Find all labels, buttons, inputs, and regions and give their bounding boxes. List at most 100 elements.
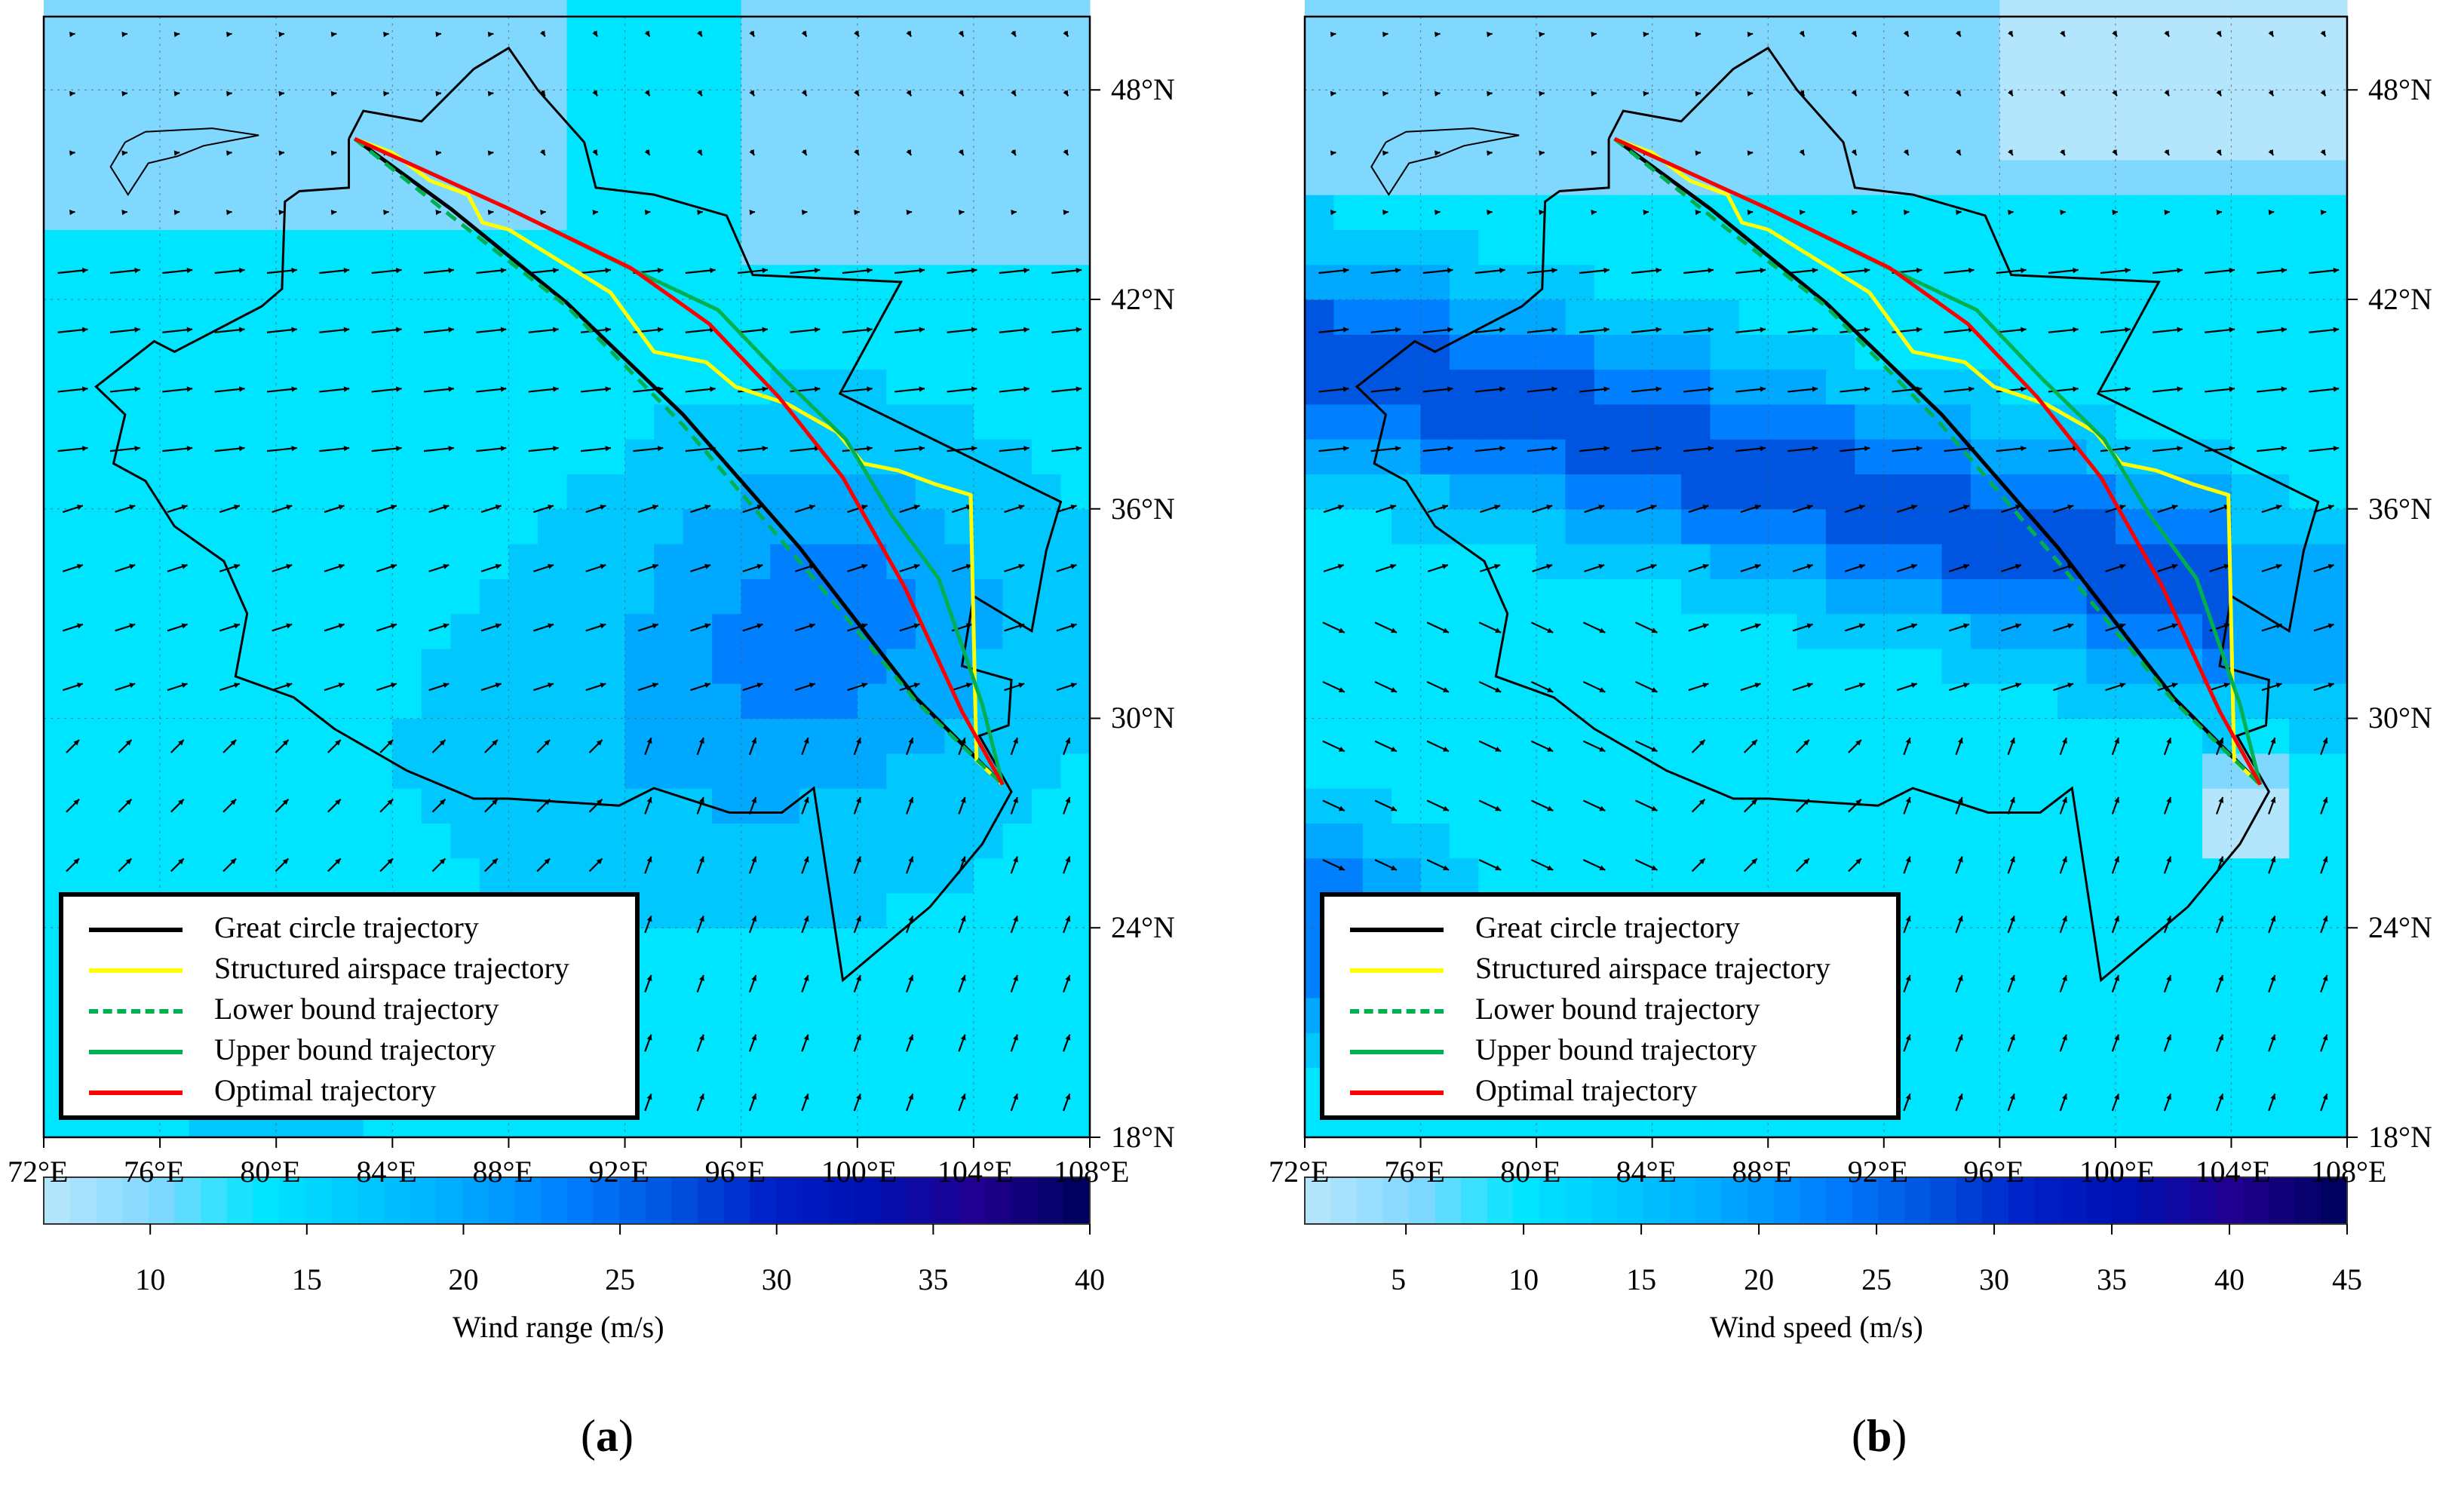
caption-a-letter: a: [595, 1411, 618, 1461]
wind-vectors: [57, 30, 1082, 1112]
x-tick-label: 92°E: [588, 1155, 649, 1189]
colorbar-tick-label: 25: [1861, 1262, 1892, 1296]
colorbar-tick-label: 40: [1075, 1262, 1105, 1296]
colorbar-tick-label: 25: [605, 1262, 636, 1296]
caption-a: (a): [581, 1411, 634, 1461]
x-tick-label: 76°E: [124, 1155, 185, 1189]
trajectories: [353, 137, 1005, 787]
colorbar-tick-label: 10: [1508, 1262, 1539, 1296]
legend-item: Lower bound trajectory: [1324, 989, 1896, 1029]
colorbar-tick-label: 40: [2214, 1262, 2245, 1296]
x-tick-label: 108°E: [2311, 1155, 2387, 1189]
colorbar-tick-label: 35: [2097, 1262, 2128, 1296]
colorbar-tick-label: 45: [2332, 1262, 2362, 1296]
x-tick-label: 104°E: [937, 1155, 1014, 1189]
legend-item: Optimal trajectory: [1324, 1070, 1896, 1111]
y-tick-label: 48°N: [2368, 72, 2432, 107]
legend-label: Optimal trajectory: [1475, 1073, 1698, 1107]
colorbar-tick-label: 20: [1744, 1262, 1775, 1296]
trajectory-lower-bound-trajectory: [1613, 137, 2262, 787]
x-tick-label: 96°E: [704, 1155, 766, 1189]
legend-swatch: [1350, 928, 1444, 932]
legend-swatch: [89, 968, 183, 973]
legend-label: Great circle trajectory: [214, 910, 479, 944]
x-tick-label: 84°E: [356, 1155, 417, 1189]
trajectory-lower-bound-trajectory: [353, 137, 1005, 787]
legend-label: Lower bound trajectory: [1475, 992, 1760, 1026]
trajectory-structured-airspace-trajectory: [1613, 137, 2262, 787]
legend-item: Great circle trajectory: [63, 907, 635, 948]
colorbar-tick-label: 35: [918, 1262, 949, 1296]
x-tick-label: 96°E: [1963, 1155, 2024, 1189]
colorbar-tick-label: 10: [135, 1262, 166, 1296]
trajectory-structured-airspace-trajectory: [354, 137, 1005, 787]
legend-label: Optimal trajectory: [214, 1073, 437, 1107]
colorbar-tick-label: 30: [761, 1262, 792, 1296]
y-tick-label: 42°N: [1111, 281, 1175, 316]
x-tick-label: 72°E: [1269, 1155, 1330, 1189]
region-boundary: [1355, 46, 2320, 983]
trajectories: [1613, 137, 2263, 787]
legend-label: Structured airspace trajectory: [1475, 951, 1830, 985]
x-tick-label: 76°E: [1384, 1155, 1445, 1189]
y-tick-label: 18°N: [2368, 1120, 2432, 1154]
colorbar: [43, 1176, 1091, 1235]
x-tick-label: 88°E: [1732, 1155, 1793, 1189]
caption-b: (b): [1852, 1411, 1907, 1461]
colorbar: [1304, 1176, 2348, 1235]
legend-item: Structured airspace trajectory: [63, 948, 635, 989]
caption-b-letter: b: [1866, 1411, 1892, 1461]
legend-swatch: [1350, 1050, 1444, 1054]
legend-swatch: [89, 928, 183, 932]
legend-swatch: [1350, 1091, 1444, 1095]
legend-swatch: [1350, 968, 1444, 973]
legend-label: Great circle trajectory: [1475, 910, 1740, 944]
legend-label: Lower bound trajectory: [214, 992, 499, 1026]
map-frame: [42, 15, 1091, 1139]
legend-swatch: [89, 1009, 183, 1014]
x-tick-label: 100°E: [2079, 1155, 2156, 1189]
x-tick-label: 88°E: [472, 1155, 533, 1189]
legend-a: Great circle trajectory Structured airspa…: [59, 892, 640, 1120]
colorbar-label-b: Wind speed (m/s): [1710, 1310, 1923, 1344]
x-tick-label: 80°E: [240, 1155, 301, 1189]
colorbar-tick-label: 15: [291, 1262, 322, 1296]
trajectory-great-circle-trajectory: [1613, 137, 2262, 787]
legend-item: Optimal trajectory: [63, 1070, 635, 1111]
colorbar-label-a: Wind range (m/s): [453, 1310, 664, 1344]
legend-item: Structured airspace trajectory: [1324, 948, 1896, 989]
y-tick-label: 24°N: [1111, 910, 1175, 945]
y-tick-label: 48°N: [1111, 72, 1175, 107]
legend-swatch: [1350, 1009, 1444, 1014]
colorbar-tick-label: 30: [1979, 1262, 2010, 1296]
map-b: [1303, 0, 2358, 1235]
y-tick-label: 42°N: [2368, 281, 2432, 316]
legend-swatch: [89, 1091, 183, 1095]
legend-b: Great circle trajectory Structured airspa…: [1320, 892, 1901, 1120]
legend-swatch: [89, 1050, 183, 1054]
trajectory-great-circle-trajectory: [353, 137, 1005, 787]
y-tick-label: 18°N: [1111, 1120, 1175, 1154]
legend-label: Upper bound trajectory: [1475, 1032, 1757, 1066]
x-tick-label: 108°E: [1054, 1155, 1130, 1189]
x-tick-label: 100°E: [821, 1155, 898, 1189]
legend-label: Upper bound trajectory: [214, 1032, 496, 1066]
x-tick-label: 92°E: [1847, 1155, 1909, 1189]
colorbar-tick-label: 20: [448, 1262, 479, 1296]
lake-outline: [109, 127, 259, 196]
colorbar-tick-label: 15: [1626, 1262, 1657, 1296]
panel-a: Great circle trajectory Structured airspa…: [8, 0, 1175, 1461]
y-tick-label: 30°N: [2368, 701, 2432, 735]
lake-outline: [1370, 127, 1520, 196]
region-boundary: [94, 46, 1063, 983]
trajectory-optimal-trajectory: [1613, 137, 2263, 786]
legend-item: Upper bound trajectory: [1324, 1029, 1896, 1070]
legend-item: Upper bound trajectory: [63, 1029, 635, 1070]
x-tick-label: 72°E: [8, 1155, 69, 1189]
x-tick-label: 80°E: [1500, 1155, 1561, 1189]
x-tick-label: 104°E: [2195, 1155, 2271, 1189]
legend-item: Lower bound trajectory: [63, 989, 635, 1029]
y-tick-label: 30°N: [1111, 701, 1175, 735]
y-tick-label: 24°N: [2368, 910, 2432, 945]
wind-field: [1305, 0, 2348, 1138]
